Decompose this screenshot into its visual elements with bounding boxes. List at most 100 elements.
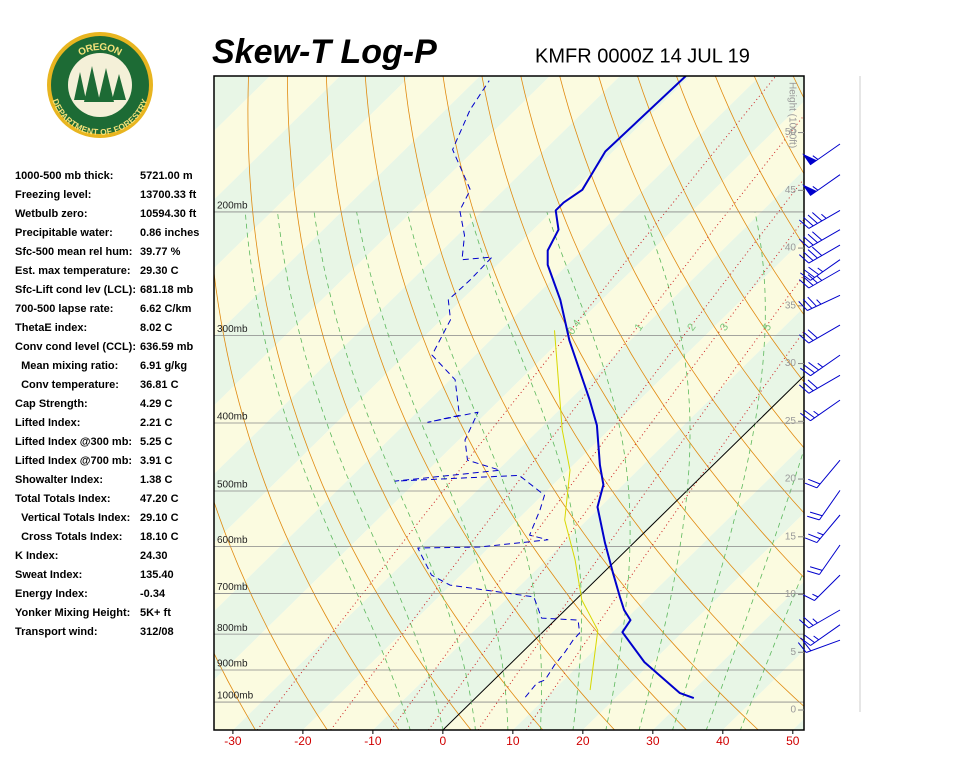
index-label: 700-500 lapse rate: bbox=[15, 303, 113, 315]
index-value: 29.30 C bbox=[140, 265, 179, 277]
index-label: 1000-500 mb thick: bbox=[15, 170, 113, 182]
index-value: 312/08 bbox=[140, 626, 174, 638]
index-value: 4.29 C bbox=[140, 398, 172, 410]
x-tick-label: 50 bbox=[786, 734, 800, 748]
wind-barb bbox=[800, 354, 841, 377]
mixing-ratio-label: 2 bbox=[685, 321, 698, 333]
y-tick-label: 500mb bbox=[217, 480, 248, 491]
dry-adiabat bbox=[871, 76, 960, 730]
isotherm-band bbox=[232, 170, 804, 730]
index-value: 135.40 bbox=[140, 569, 174, 581]
x-tick-label: 30 bbox=[646, 734, 660, 748]
wind-barb bbox=[804, 459, 841, 489]
wind-barb bbox=[799, 269, 841, 289]
index-value: 36.81 C bbox=[140, 379, 179, 391]
y-tick-label: 1000mb bbox=[217, 691, 254, 702]
mixing-ratio-label: 1 bbox=[632, 321, 645, 333]
dry-adiabat bbox=[364, 76, 687, 730]
dry-adiabat bbox=[598, 76, 804, 449]
mixing-ratio-label: 5 bbox=[761, 321, 774, 333]
isotherm-band bbox=[214, 76, 341, 200]
station: KMFR 0000Z 14 JUL 19 bbox=[535, 45, 750, 67]
x-tick-label: -10 bbox=[364, 734, 382, 748]
wind-barb bbox=[798, 294, 841, 311]
title: Skew-T Log-P bbox=[212, 33, 437, 71]
dry-adiabat bbox=[792, 76, 804, 99]
y2-tick-label: 45 bbox=[785, 185, 797, 196]
x-tick-label: 40 bbox=[716, 734, 730, 748]
wind-barb bbox=[800, 624, 841, 646]
x-tick-label: 0 bbox=[440, 734, 447, 748]
isotherm-band bbox=[214, 76, 690, 543]
y2-tick-label: 15 bbox=[785, 531, 797, 542]
dry-adiabat bbox=[832, 76, 960, 730]
wind-barb bbox=[804, 514, 841, 544]
mixing-ratio-line bbox=[428, 218, 804, 730]
index-label: Transport wind: bbox=[15, 626, 98, 638]
index-value: 5.25 C bbox=[140, 436, 172, 448]
index-value: 6.62 C/km bbox=[140, 303, 192, 315]
y2-axis-label: Height (1000ft) bbox=[786, 82, 797, 148]
index-label: Energy Index: bbox=[15, 588, 88, 600]
wind-barb bbox=[799, 324, 841, 344]
x-tick-label: 20 bbox=[576, 734, 590, 748]
dry-adiabat bbox=[949, 76, 960, 730]
index-label: Est. max temperature: bbox=[15, 265, 131, 277]
profile-line bbox=[546, 76, 695, 700]
y2-tick-label: 10 bbox=[785, 589, 797, 600]
profile-line bbox=[554, 330, 599, 691]
index-value: 47.20 C bbox=[140, 493, 179, 505]
mixing-ratio-label: 8 bbox=[802, 321, 815, 333]
index-label: Lifted Index: bbox=[15, 417, 80, 429]
isotherm-band bbox=[214, 76, 804, 680]
logo-trees bbox=[74, 66, 126, 102]
wind-barb bbox=[803, 574, 841, 601]
y2-tick-label: 50 bbox=[785, 127, 797, 138]
logo-center bbox=[68, 53, 132, 117]
index-label: Showalter Index: bbox=[15, 474, 103, 486]
labels: 200mb 300mb 400mb 500mb 600mb 700mb 800mb 900mb… bbox=[217, 82, 804, 748]
wind-barb bbox=[807, 544, 841, 575]
plot-frame bbox=[213, 75, 805, 731]
y2-tick-label: 40 bbox=[785, 243, 797, 254]
wind-barb bbox=[802, 143, 841, 166]
x-tick-label: 10 bbox=[506, 734, 520, 748]
index-label: Cross Totals Index: bbox=[15, 531, 122, 543]
index-value: 5K+ ft bbox=[140, 607, 171, 619]
index-label: Vertical Totals Index: bbox=[15, 512, 130, 524]
index-value: 6.91 g/kg bbox=[140, 360, 187, 372]
y2-tick-label: 35 bbox=[785, 300, 797, 311]
indices: 1000-500 mb thick: 5721.00 m Freezing leve… bbox=[15, 170, 199, 638]
y-tick-label: 200mb bbox=[217, 201, 248, 212]
dry-adiabat bbox=[481, 76, 804, 643]
index-value: 681.18 mb bbox=[140, 284, 193, 296]
isotherm-band bbox=[582, 513, 804, 730]
index-label: Sfc-500 mean rel hum: bbox=[15, 246, 132, 258]
moist-adiabat bbox=[407, 211, 542, 730]
index-value: 3.91 C bbox=[140, 455, 172, 467]
moist-adiabat bbox=[638, 211, 691, 730]
isotherm-band bbox=[512, 444, 804, 730]
index-label: Conv temperature: bbox=[15, 379, 119, 391]
dry-adiabat bbox=[442, 76, 804, 707]
wind-barb bbox=[799, 229, 841, 249]
logo-top: OREGON bbox=[76, 41, 123, 58]
y2-tick-label: 0 bbox=[790, 705, 796, 716]
index-value: 24.30 bbox=[140, 550, 168, 562]
index-label: Precipitable water: bbox=[15, 227, 113, 239]
isotherm-band bbox=[302, 238, 804, 730]
index-label: Yonker Mixing Height: bbox=[15, 607, 130, 619]
index-value: -0.34 bbox=[140, 588, 166, 600]
wind-barb bbox=[799, 244, 841, 264]
index-value: 1.38 C bbox=[140, 474, 172, 486]
dry-adiabat bbox=[403, 76, 759, 730]
index-value: 39.77 % bbox=[140, 246, 181, 258]
index-label: Wetbulb zero: bbox=[15, 208, 88, 220]
wind-barb bbox=[799, 374, 841, 394]
profile-line bbox=[394, 80, 581, 698]
wind-barb bbox=[799, 209, 841, 229]
dry-adiabat bbox=[325, 76, 615, 730]
dry-adiabat bbox=[214, 269, 400, 730]
index-label: Mean mixing ratio: bbox=[15, 360, 118, 372]
